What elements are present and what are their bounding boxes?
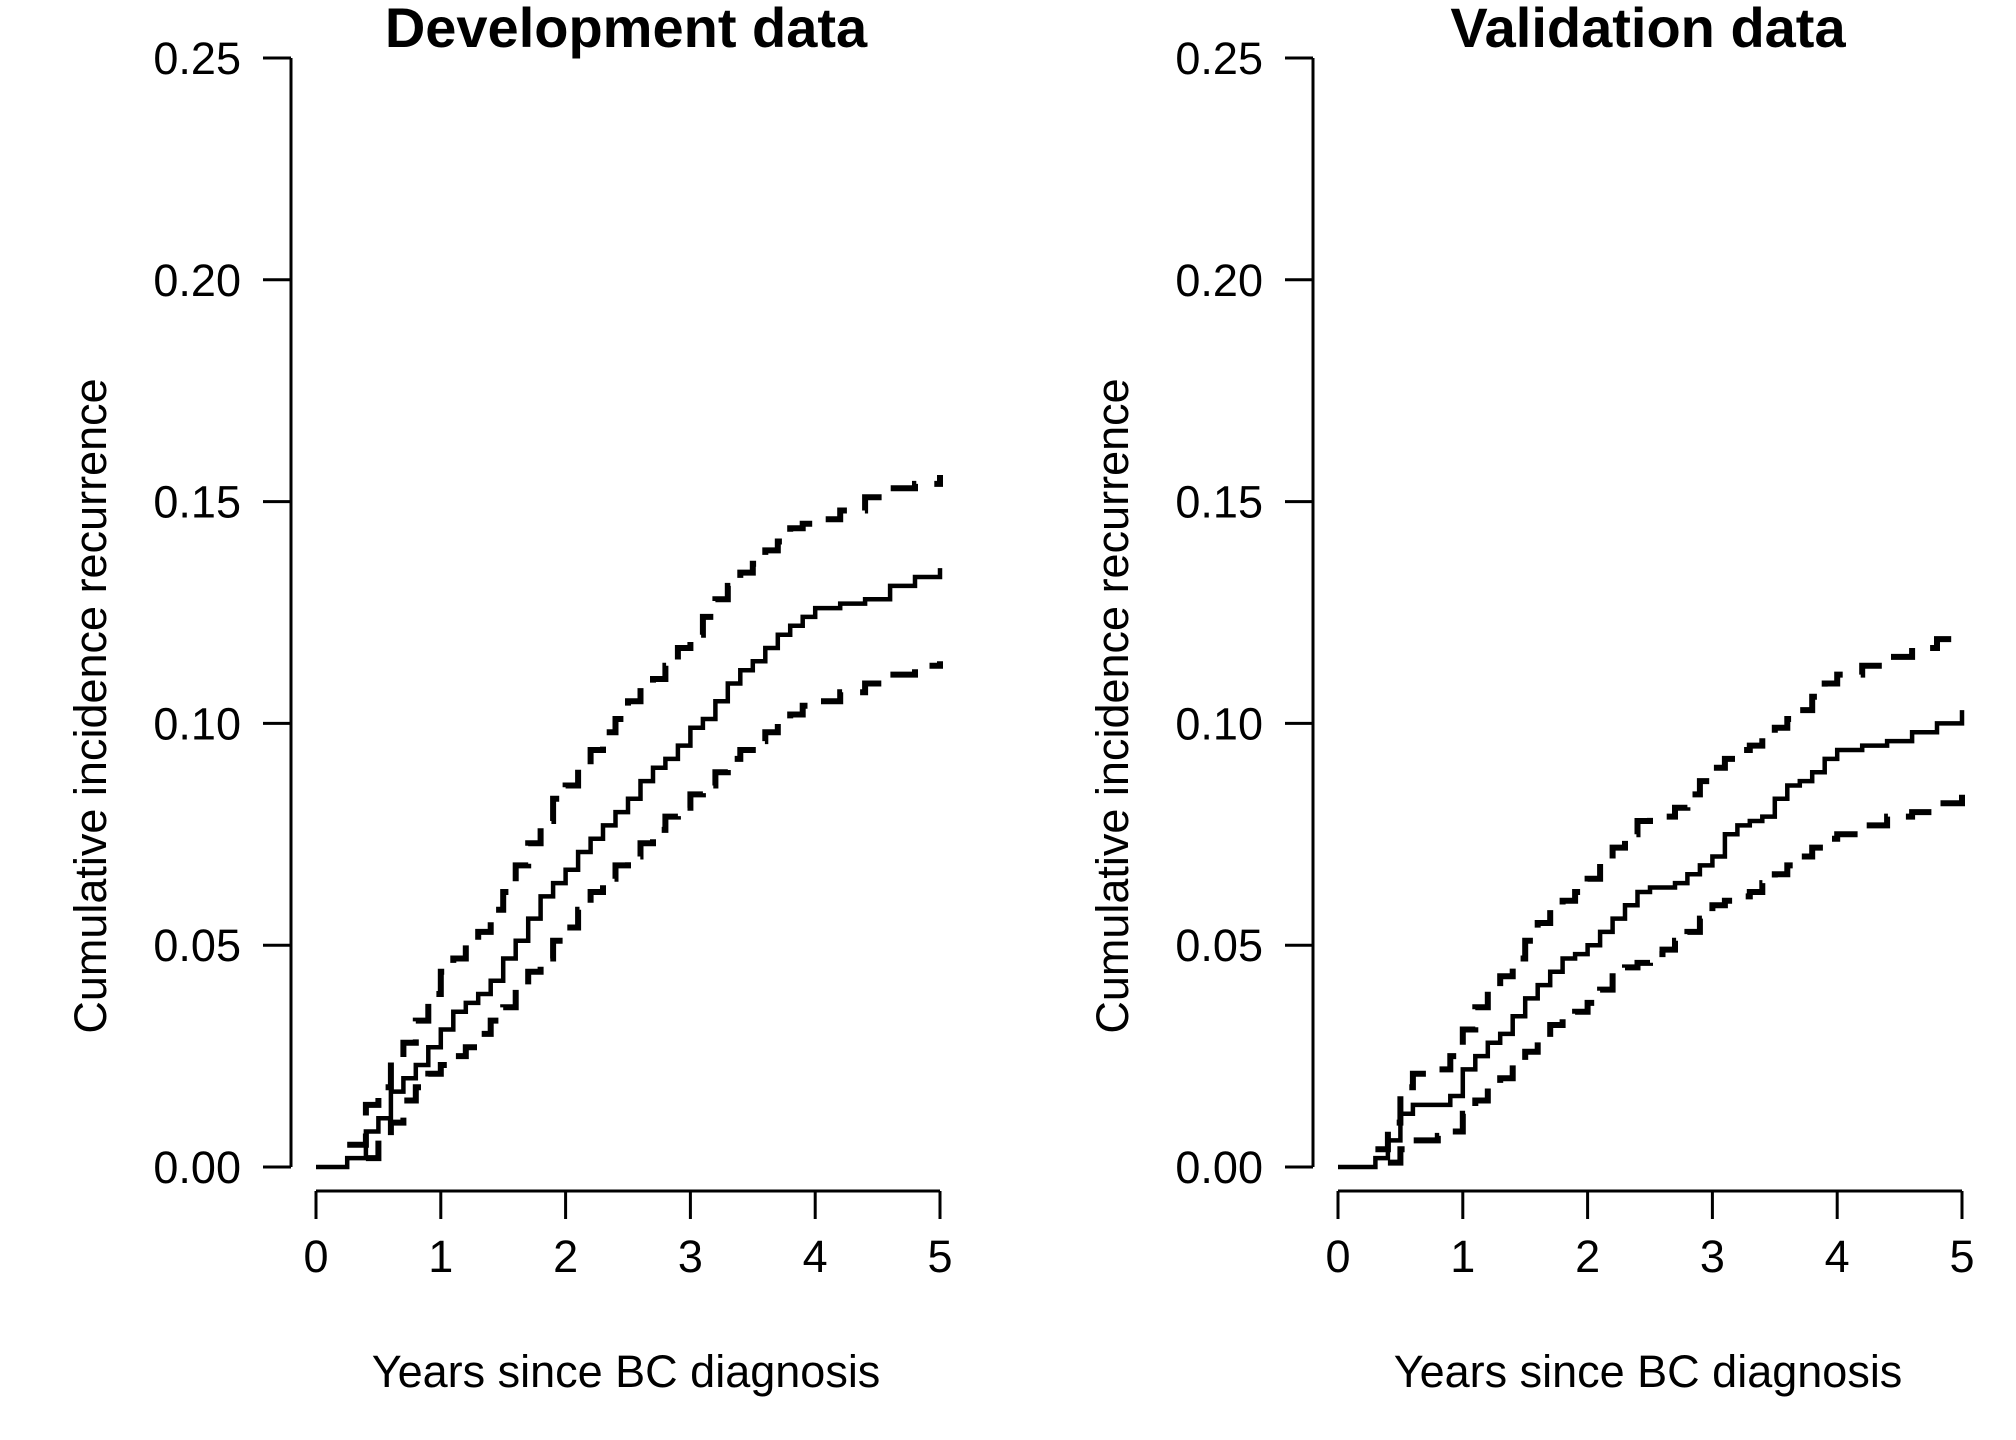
y-tick-label: 0.00	[153, 1142, 241, 1193]
y-tick-label: 0.10	[1175, 698, 1263, 749]
panel-validation: Validation data Cumulative incidence rec…	[1087, 0, 1975, 1397]
x-tick-label: 3	[678, 1231, 703, 1282]
x-tick-label: 1	[1450, 1231, 1475, 1282]
x-tick-label: 4	[1825, 1231, 1850, 1282]
lower-ci-line	[1387, 789, 1965, 1166]
chart-title: Development data	[385, 0, 868, 59]
y-tick-label: 0.10	[153, 698, 241, 749]
y-tick-label: 0.25	[1175, 33, 1263, 84]
upper-ci-line	[1375, 634, 1965, 1153]
x-tick-label: 0	[303, 1231, 328, 1282]
y-tick-label: 0.05	[1175, 920, 1263, 971]
lower-ci-line	[365, 661, 943, 1162]
x-tick-label: 2	[1575, 1231, 1600, 1282]
x-tick-label: 1	[428, 1231, 453, 1282]
x-tick-label: 3	[1700, 1231, 1725, 1282]
estimate-line	[316, 568, 943, 1170]
x-tick-label: 5	[927, 1231, 952, 1282]
x-tick-label: 5	[1949, 1231, 1974, 1282]
estimate-line	[1338, 710, 1965, 1170]
x-axis-label: Years since BC diagnosis	[1394, 1346, 1903, 1397]
y-tick-label: 0.15	[153, 477, 241, 528]
y-axis-label: Cumulative incidence recurrence	[65, 378, 116, 1033]
y-tick-label: 0.20	[153, 255, 241, 306]
x-axis-label: Years since BC diagnosis	[372, 1346, 881, 1397]
y-tick-label: 0.05	[153, 920, 241, 971]
x-tick-label: 0	[1325, 1231, 1350, 1282]
x-tick-label: 2	[553, 1231, 578, 1282]
y-tick-label: 0.25	[153, 33, 241, 84]
x-tick-label: 4	[803, 1231, 828, 1282]
y-tick-label: 0.20	[1175, 255, 1263, 306]
y-tick-label: 0.00	[1175, 1142, 1263, 1193]
panel-development: Development data Cumulative incidence re…	[65, 0, 953, 1397]
y-axis-label: Cumulative incidence recurrence	[1087, 378, 1138, 1033]
y-tick-label: 0.15	[1175, 477, 1263, 528]
upper-ci-line	[347, 475, 943, 1148]
chart-title: Validation data	[1450, 0, 1846, 59]
